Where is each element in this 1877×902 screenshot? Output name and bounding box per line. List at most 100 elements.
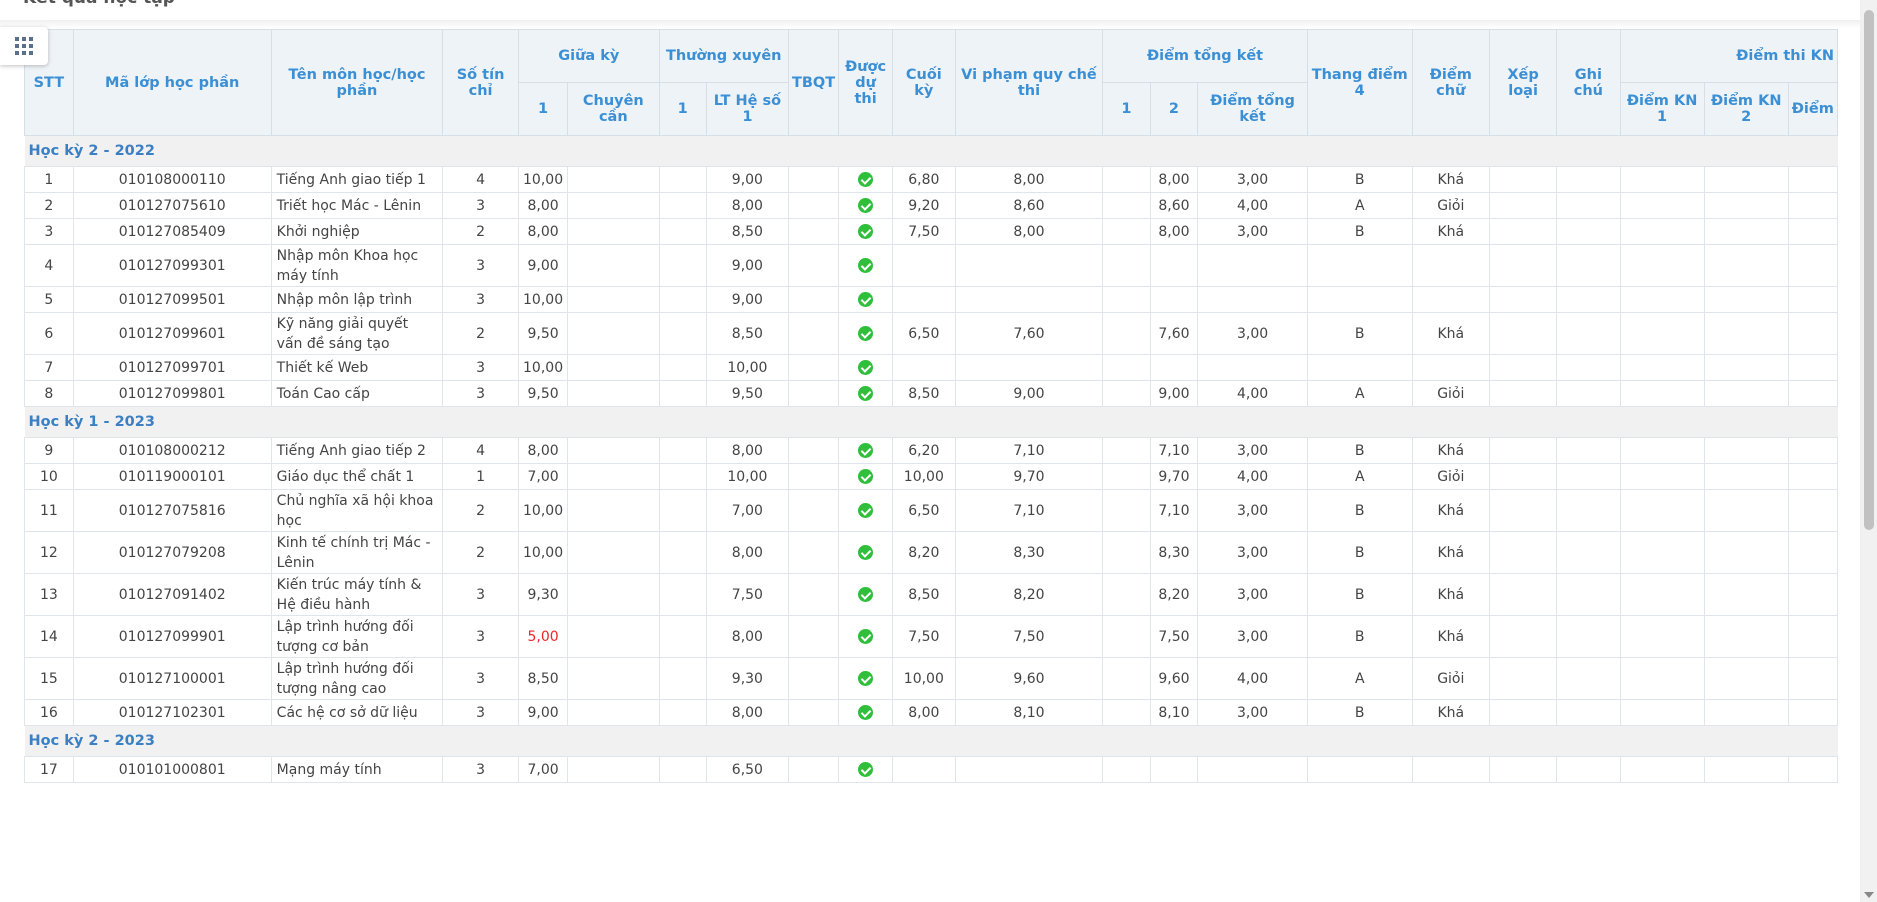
results-table-container[interactable]: STT Mã lớp học phần Tên môn học/học phần… — [24, 29, 1838, 902]
cell-kn3 — [1787, 312, 1838, 355]
cell-so-tin-chi: 3 — [442, 380, 520, 407]
table-row[interactable]: 9 010108000212 Tiếng Anh giao tiếp 2 4 8,00 8… — [24, 437, 1838, 464]
table-row[interactable]: 5 010127099501 Nhập môn lập trình 3 10,00 9,0… — [24, 286, 1838, 313]
page-scrollbar[interactable] — [1860, 0, 1877, 902]
check-circle-icon — [858, 469, 874, 484]
cell-tx-1 — [658, 192, 707, 219]
scroll-down-arrow[interactable] — [1864, 892, 1874, 898]
cell-dtk-2: 8,60 — [1149, 192, 1199, 219]
col-group-diem-thi-kn: Điểm thi KN — [1619, 29, 1838, 83]
scrollbar-thumb[interactable] — [1864, 10, 1874, 530]
cell-duoc-du-thi — [838, 573, 893, 616]
cell-tx-1 — [658, 756, 707, 783]
cell-tbqt — [787, 531, 840, 574]
cell-ma-lop: 010127099701 — [72, 354, 272, 381]
cell-duoc-du-thi — [838, 699, 893, 726]
cell-cuoi-ky: 6,50 — [892, 312, 956, 355]
cell-tx-1 — [658, 286, 707, 313]
cell-giua-ky: 10,00 — [518, 531, 569, 574]
cell-dtk-1 — [1102, 380, 1151, 407]
cell-stt: 17 — [24, 756, 74, 783]
cell-cuoi-ky: 8,50 — [892, 380, 956, 407]
cell-vi-pham: 7,10 — [954, 437, 1104, 464]
cell-dtk — [1197, 354, 1308, 381]
cell-stt: 3 — [24, 218, 74, 245]
cell-thang-diem-4: A — [1306, 657, 1413, 700]
table-row[interactable]: 10 010119000101 Giáo dục thể chất 1 1 7,00 10… — [24, 463, 1838, 490]
cell-cuoi-ky: 6,50 — [892, 489, 956, 532]
cell-xep-loai — [1488, 312, 1558, 355]
col-group-thuong-xuyen: Thường xuyên — [658, 29, 789, 83]
cell-kn1 — [1619, 312, 1705, 355]
results-table: STT Mã lớp học phần Tên môn học/học phần… — [24, 29, 1838, 783]
cell-diem-chu: Giỏi — [1411, 380, 1490, 407]
cell-kn1 — [1619, 489, 1705, 532]
cell-thang-diem-4: B — [1306, 218, 1413, 245]
semester-header: Học kỳ 2 - 2023 — [24, 725, 1838, 757]
cell-thang-diem-4: B — [1306, 437, 1413, 464]
table-row[interactable]: 11 010127075816 Chủ nghĩa xã hội khoa học 2… — [24, 489, 1838, 532]
cell-chuyen-can — [567, 699, 660, 726]
top-bar: Kết quả học tập — [0, 0, 1860, 22]
header-shadow — [0, 20, 1860, 28]
cell-dtk-1 — [1102, 218, 1151, 245]
cell-dtk-1 — [1102, 192, 1151, 219]
cell-dtk-1 — [1102, 312, 1151, 355]
cell-dtk: 4,00 — [1197, 380, 1308, 407]
cell-thang-diem-4 — [1306, 756, 1413, 783]
cell-diem-chu: Khá — [1411, 437, 1490, 464]
grid-icon — [15, 37, 33, 55]
table-row[interactable]: 17 010101000801 Mạng máy tính 3 7,00 6,50 — [24, 756, 1838, 783]
cell-dtk-2: 9,70 — [1149, 463, 1199, 490]
cell-xep-loai — [1488, 615, 1558, 658]
cell-kn3 — [1787, 657, 1838, 700]
cell-cuoi-ky: 7,50 — [892, 615, 956, 658]
table-row[interactable]: 12 010127079208 Kinh tế chính trị Mác - Lê… — [24, 531, 1838, 574]
cell-kn1 — [1619, 437, 1705, 464]
apps-menu-button[interactable] — [0, 27, 48, 65]
cell-chuyen-can — [567, 657, 660, 700]
cell-xep-loai — [1488, 192, 1558, 219]
cell-so-tin-chi: 3 — [442, 615, 520, 658]
cell-tx-1 — [658, 354, 707, 381]
cell-ma-lop: 010108000212 — [72, 437, 272, 464]
cell-diem-chu — [1411, 244, 1490, 287]
table-row[interactable]: 6 010127099601 Kỹ năng giải quyết vấn đề s… — [24, 312, 1838, 355]
col-tx-1: 1 — [658, 82, 707, 136]
table-row[interactable]: 16 010127102301 Các hệ cơ sở dữ liệu 3 9,00 8… — [24, 699, 1838, 726]
cell-so-tin-chi: 3 — [442, 657, 520, 700]
table-row[interactable]: 2 010127075610 Triết học Mác - Lênin 3 8,00 8… — [24, 192, 1838, 219]
cell-kn1 — [1619, 531, 1705, 574]
cell-ghi-chu — [1556, 437, 1621, 464]
table-row[interactable]: 1 010108000110 Tiếng Anh giao tiếp 1 4 10,00… — [24, 166, 1838, 193]
cell-kn1 — [1619, 756, 1705, 783]
table-row[interactable]: 14 010127099901 Lập trình hướng đối tượng … — [24, 615, 1838, 658]
cell-diem-chu: Khá — [1411, 615, 1490, 658]
cell-stt: 6 — [24, 312, 74, 355]
cell-ten-mon: Giáo dục thể chất 1 — [270, 463, 444, 490]
cell-dtk-2: 8,00 — [1149, 218, 1199, 245]
table-row[interactable]: 8 010127099801 Toán Cao cấp 3 9,50 9,50 8,50 9,… — [24, 380, 1838, 407]
cell-tx-1 — [658, 615, 707, 658]
table-row[interactable]: 13 010127091402 Kiến trúc máy tính & Hệ đi… — [24, 573, 1838, 616]
col-thang-diem-4: Thang điểm 4 — [1306, 29, 1413, 136]
cell-so-tin-chi: 2 — [442, 531, 520, 574]
cell-vi-pham: 9,70 — [954, 463, 1104, 490]
cell-dtk-2: 7,60 — [1149, 312, 1199, 355]
semester-header: Học kỳ 1 - 2023 — [24, 406, 1838, 438]
cell-tx-1 — [658, 244, 707, 287]
cell-cuoi-ky: 10,00 — [892, 657, 956, 700]
cell-vi-pham: 8,60 — [954, 192, 1104, 219]
table-row[interactable]: 4 010127099301 Nhập môn Khoa học máy tính 3… — [24, 244, 1838, 287]
col-group-diem-tong-ket: Điểm tổng kết — [1102, 29, 1308, 83]
table-row[interactable]: 7 010127099701 Thiết kế Web 3 10,00 10,00 — [24, 354, 1838, 381]
cell-stt: 12 — [24, 531, 74, 574]
cell-cuoi-ky — [892, 354, 956, 381]
cell-kn2 — [1703, 354, 1789, 381]
cell-lt-he-so-1: 8,00 — [705, 437, 789, 464]
cell-duoc-du-thi — [838, 218, 893, 245]
table-row[interactable]: 3 010127085409 Khởi nghiệp 2 8,00 8,50 7,50 8,0… — [24, 218, 1838, 245]
table-row[interactable]: 15 010127100001 Lập trình hướng đối tượng … — [24, 657, 1838, 700]
cell-ma-lop: 010127091402 — [72, 573, 272, 616]
cell-duoc-du-thi — [838, 354, 893, 381]
